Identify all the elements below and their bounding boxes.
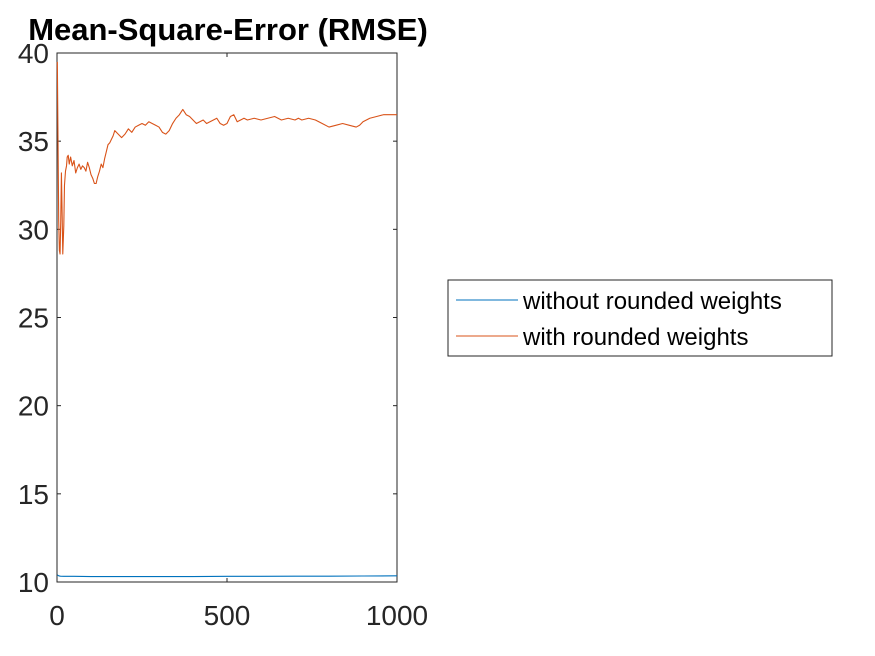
series-line-with-rounded-weights: [56, 61, 397, 255]
series-layer: [56, 61, 398, 578]
legend-label-without-rounded-weights: without rounded weights: [522, 288, 782, 315]
series-line-without-rounded-weights: [57, 574, 398, 578]
y-axis: 10 15 20 25 30 35 40: [18, 38, 397, 598]
y-tick-label: 15: [18, 479, 49, 510]
legend-label-with-rounded-weights: with rounded weights: [522, 324, 748, 351]
chart-title: Mean-Square-Error (RMSE): [28, 12, 428, 47]
x-tick-label: 1000: [366, 600, 428, 631]
y-tick-label: 35: [18, 126, 49, 157]
legend-box: [447, 279, 833, 357]
y-tick-label: 40: [18, 38, 49, 69]
y-tick-label: 25: [18, 303, 49, 334]
x-axis: 0 500 1000: [49, 53, 428, 631]
y-tick-label: 10: [18, 567, 49, 598]
y-tick-label: 30: [18, 214, 49, 245]
y-tick-label: 20: [18, 391, 49, 422]
legend: without rounded weights with rounded wei…: [447, 279, 833, 357]
x-tick-label: 500: [204, 600, 251, 631]
x-tick-label: 0: [49, 600, 65, 631]
